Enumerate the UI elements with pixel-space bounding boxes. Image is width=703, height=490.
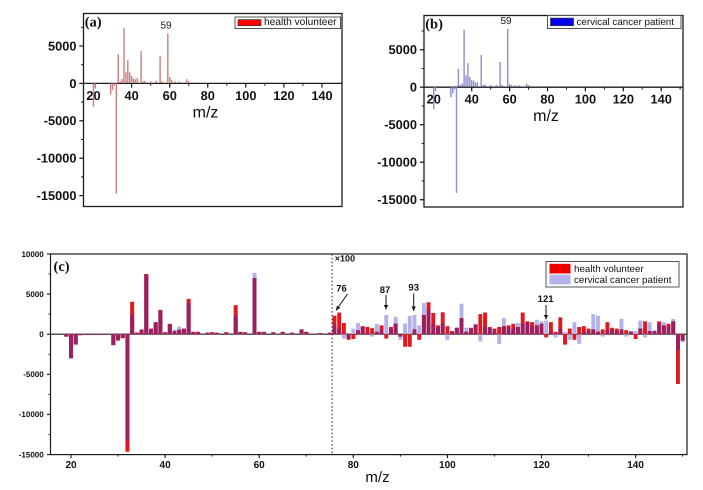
svg-text:76: 76 xyxy=(336,284,347,295)
svg-text:40: 40 xyxy=(160,460,172,471)
svg-text:80: 80 xyxy=(201,88,215,103)
svg-text:health volunteer: health volunteer xyxy=(264,17,337,28)
svg-text:5000: 5000 xyxy=(389,42,417,57)
svg-text:120: 120 xyxy=(273,88,294,103)
svg-text:-10000: -10000 xyxy=(37,151,77,166)
svg-text:100: 100 xyxy=(439,460,456,471)
svg-text:60: 60 xyxy=(163,88,177,103)
svg-text:-5000: -5000 xyxy=(44,113,77,128)
svg-text:59: 59 xyxy=(160,21,172,32)
svg-text:m/z: m/z xyxy=(193,104,219,121)
svg-text:m/z: m/z xyxy=(365,469,389,486)
svg-text:m/z: m/z xyxy=(533,108,559,125)
svg-text:(c): (c) xyxy=(54,259,70,275)
svg-text:40: 40 xyxy=(124,88,138,103)
svg-text:100: 100 xyxy=(235,88,256,103)
svg-text:60: 60 xyxy=(502,92,516,107)
svg-text:health volunteer: health volunteer xyxy=(574,264,644,275)
svg-text:121: 121 xyxy=(538,294,555,305)
svg-text:87: 87 xyxy=(380,285,391,296)
svg-text:(a): (a) xyxy=(85,14,102,30)
svg-text:140: 140 xyxy=(311,88,332,103)
svg-text:0: 0 xyxy=(69,76,76,91)
svg-text:-15000: -15000 xyxy=(19,450,44,459)
svg-text:5000: 5000 xyxy=(26,290,44,299)
svg-text:59: 59 xyxy=(500,16,512,27)
svg-text:0: 0 xyxy=(39,330,44,339)
svg-text:120: 120 xyxy=(613,92,634,107)
svg-text:(b): (b) xyxy=(425,16,443,32)
svg-text:-5000: -5000 xyxy=(23,370,44,379)
svg-text:×100: ×100 xyxy=(335,254,355,264)
svg-text:140: 140 xyxy=(627,460,644,471)
svg-text:cervical cancer patient: cervical cancer patient xyxy=(574,275,672,286)
svg-text:-15000: -15000 xyxy=(37,188,77,203)
svg-text:80: 80 xyxy=(540,92,554,107)
svg-text:20: 20 xyxy=(65,460,77,471)
svg-text:10000: 10000 xyxy=(21,250,44,259)
svg-text:40: 40 xyxy=(465,92,479,107)
svg-text:-10000: -10000 xyxy=(377,155,417,170)
svg-text:120: 120 xyxy=(533,460,550,471)
svg-text:140: 140 xyxy=(651,92,672,107)
svg-text:cervical cancer patient: cervical cancer patient xyxy=(577,17,675,28)
svg-text:-10000: -10000 xyxy=(19,410,44,419)
svg-text:100: 100 xyxy=(575,92,596,107)
svg-text:60: 60 xyxy=(254,460,266,471)
svg-text:93: 93 xyxy=(408,283,419,294)
svg-text:-15000: -15000 xyxy=(377,192,417,207)
svg-text:5000: 5000 xyxy=(48,38,76,53)
svg-text:0: 0 xyxy=(410,80,417,95)
svg-text:80: 80 xyxy=(348,460,360,471)
svg-text:-5000: -5000 xyxy=(384,117,417,132)
